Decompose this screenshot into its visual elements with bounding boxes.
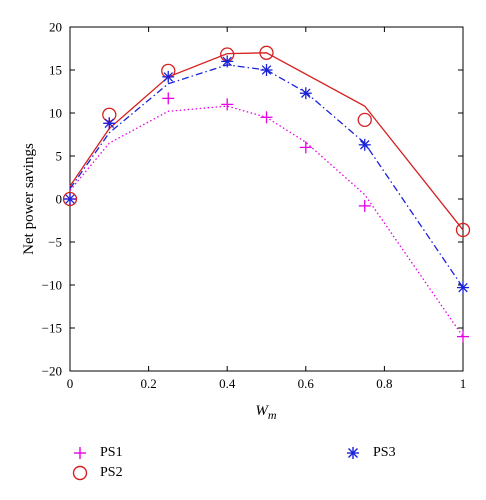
y-tick-label: 15 (49, 63, 62, 78)
series-markers (62, 45, 471, 343)
data-point-ps1 (358, 199, 371, 212)
legend-label-ps3: PS3 (373, 445, 396, 460)
plot-area (69, 26, 464, 372)
data-point-ps2 (455, 222, 471, 238)
legend-marker-plus-icon (74, 447, 86, 459)
x-axis-label: Wm (255, 403, 277, 422)
data-point-ps1 (221, 98, 234, 111)
legend-item-ps1: PS1 (70, 443, 123, 463)
x-tick-label: 0.8 (376, 376, 392, 391)
legend-marker-asterisk-icon (347, 447, 359, 459)
y-tick-label: 5 (56, 149, 63, 164)
data-point-ps3 (221, 55, 234, 68)
data-point-ps3 (162, 70, 175, 83)
y-tick-label: 20 (49, 20, 62, 35)
y-tick-label: −10 (42, 278, 62, 293)
y-tick-label: −15 (42, 321, 62, 336)
data-point-ps1 (457, 330, 469, 343)
legend-label-ps1: PS1 (100, 445, 123, 460)
data-point-ps1 (260, 111, 273, 124)
legend-item-ps2: PS2 (70, 463, 123, 483)
data-point-ps3 (299, 87, 312, 100)
series-line-ps1 (69, 105, 464, 337)
legend-marker-circle-icon (72, 465, 88, 481)
y-tick-label: 10 (49, 106, 62, 121)
data-point-ps3 (64, 193, 76, 205)
x-axis-label-main: W (255, 403, 269, 419)
tick-labels: 0 0.2 0.4 0.6 0.8 1 −20 −15 −10 −5 0 5 10 15 20 (42, 20, 467, 392)
y-tick-label: 0 (56, 192, 63, 207)
y-tick-label: −5 (48, 235, 62, 250)
data-point-ps3 (457, 281, 469, 294)
data-point-ps2 (62, 191, 78, 207)
x-tick-label: 1 (460, 376, 467, 391)
x-tick-label: 0.4 (219, 376, 236, 391)
x-tick-label: 0.2 (140, 376, 156, 391)
data-point-ps3 (103, 117, 116, 130)
x-tick-label: 0 (67, 376, 74, 391)
legend-item-ps3: PS3 (343, 443, 396, 463)
data-point-ps1 (299, 141, 312, 154)
y-axis-label: Net power savings (21, 143, 37, 255)
legend-label-ps2: PS2 (100, 465, 123, 480)
x-axis-label-sub: m (268, 408, 277, 422)
data-point-ps1 (162, 92, 175, 105)
data-point-ps2 (259, 45, 274, 60)
y-tick-label: −20 (42, 364, 62, 379)
data-point-ps3 (260, 64, 273, 76)
data-point-ps3 (358, 138, 371, 151)
x-tick-label: 0.6 (298, 376, 315, 391)
data-point-ps2 (357, 112, 372, 128)
